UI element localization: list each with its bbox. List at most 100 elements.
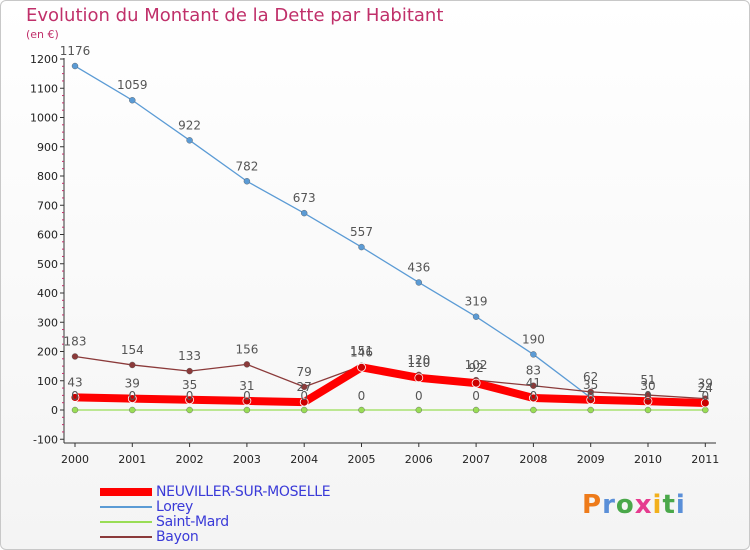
y-tick-label: 300 bbox=[37, 316, 58, 329]
x-tick-label: 2008 bbox=[519, 453, 547, 466]
data-label: 133 bbox=[178, 349, 201, 363]
data-label: 35 bbox=[182, 378, 197, 392]
data-point bbox=[530, 351, 537, 358]
x-tick-label: 2009 bbox=[577, 453, 605, 466]
data-label: 0 bbox=[186, 389, 194, 403]
data-point bbox=[299, 397, 309, 407]
data-label: 319 bbox=[465, 295, 488, 309]
y-tick-label: 200 bbox=[37, 346, 58, 359]
logo-letter: r bbox=[602, 490, 616, 520]
x-tick-label: 2007 bbox=[462, 453, 490, 466]
y-tick-label: -100 bbox=[33, 433, 58, 446]
x-tick-label: 2004 bbox=[290, 453, 318, 466]
data-label: 0 bbox=[701, 389, 709, 403]
line-chart: -100010020030040050060070080090010001100… bbox=[30, 44, 719, 466]
data-label: 62 bbox=[583, 370, 598, 384]
x-tick-label: 2010 bbox=[634, 453, 662, 466]
y-tick-label: 900 bbox=[37, 141, 58, 154]
legend-swatch bbox=[100, 536, 152, 538]
data-label: 83 bbox=[526, 364, 541, 378]
data-label: 24 bbox=[698, 381, 713, 395]
y-tick-label: 400 bbox=[37, 287, 58, 300]
legend-swatch bbox=[100, 488, 152, 496]
logo-letter: t bbox=[662, 490, 676, 520]
data-point bbox=[415, 406, 422, 414]
data-label: 120 bbox=[407, 353, 430, 367]
data-label: 51 bbox=[640, 373, 655, 387]
data-label: 436 bbox=[407, 260, 430, 274]
data-label: 1059 bbox=[117, 78, 148, 92]
data-point bbox=[586, 395, 596, 405]
data-point bbox=[587, 406, 594, 414]
data-point bbox=[702, 406, 709, 414]
data-point bbox=[71, 406, 79, 414]
y-tick-label: 600 bbox=[37, 229, 58, 242]
data-point bbox=[530, 406, 537, 414]
data-point bbox=[127, 394, 137, 403]
data-point bbox=[472, 313, 480, 320]
y-tick-label: 1200 bbox=[30, 53, 58, 66]
data-label: 39 bbox=[125, 377, 140, 391]
x-tick-label: 2011 bbox=[691, 453, 719, 466]
logo-letter: P bbox=[582, 490, 603, 520]
data-label: 0 bbox=[587, 389, 595, 403]
data-point bbox=[644, 406, 652, 414]
y-tick-label: 500 bbox=[37, 258, 58, 271]
data-label: 151 bbox=[350, 344, 373, 358]
x-tick-label: 2005 bbox=[348, 453, 376, 466]
data-point bbox=[243, 178, 251, 185]
data-point bbox=[301, 406, 308, 414]
data-point bbox=[186, 137, 193, 144]
data-point bbox=[71, 353, 79, 360]
data-point bbox=[129, 361, 136, 369]
data-point bbox=[301, 209, 308, 217]
y-tick-label: 100 bbox=[37, 375, 58, 388]
legend-label: Lorey bbox=[156, 499, 193, 515]
y-tick-label: 1000 bbox=[30, 112, 58, 125]
data-label: 0 bbox=[644, 389, 652, 403]
data-point bbox=[243, 406, 251, 414]
legend-swatch bbox=[100, 506, 152, 508]
series-line bbox=[71, 363, 710, 407]
x-tick-label: 2006 bbox=[405, 453, 433, 466]
data-label: 922 bbox=[178, 118, 201, 132]
chart-title: Evolution du Montant de la Dette par Hab… bbox=[26, 5, 444, 26]
logo-letter: o bbox=[615, 490, 635, 520]
data-label: 0 bbox=[71, 389, 79, 403]
data-point bbox=[70, 393, 80, 402]
data-label: 79 bbox=[297, 365, 312, 379]
series-line bbox=[74, 355, 706, 400]
data-point bbox=[529, 393, 538, 403]
data-label: 35 bbox=[583, 378, 598, 392]
data-point bbox=[472, 406, 480, 414]
data-label: 0 bbox=[472, 389, 480, 403]
data-label: 92 bbox=[468, 361, 483, 375]
data-point bbox=[358, 243, 365, 251]
data-label: 146 bbox=[350, 345, 373, 359]
x-tick-label: 2003 bbox=[233, 453, 261, 466]
data-point bbox=[71, 62, 79, 70]
data-point bbox=[129, 406, 136, 414]
logo-letter: i bbox=[652, 490, 663, 520]
y-tick-label: 800 bbox=[37, 170, 58, 183]
data-label: 110 bbox=[407, 356, 430, 370]
data-point bbox=[186, 406, 193, 414]
data-point bbox=[700, 398, 710, 408]
data-label: 183 bbox=[64, 334, 87, 348]
data-label: 557 bbox=[350, 225, 373, 239]
data-label: 673 bbox=[293, 191, 316, 205]
data-point bbox=[414, 373, 424, 383]
legend-label: NEUVILLER-SUR-MOSELLE bbox=[156, 484, 331, 500]
data-label: 39 bbox=[698, 377, 713, 391]
data-label: 0 bbox=[300, 389, 308, 403]
data-point bbox=[415, 279, 422, 286]
legend-label: Bayon bbox=[156, 529, 199, 545]
data-label: 0 bbox=[128, 389, 136, 403]
x-tick-label: 2002 bbox=[176, 453, 204, 466]
data-point bbox=[357, 362, 366, 372]
data-label: 190 bbox=[522, 332, 545, 346]
data-label: 43 bbox=[67, 375, 82, 389]
y-tick-label: 700 bbox=[37, 199, 58, 212]
data-point bbox=[186, 367, 193, 375]
